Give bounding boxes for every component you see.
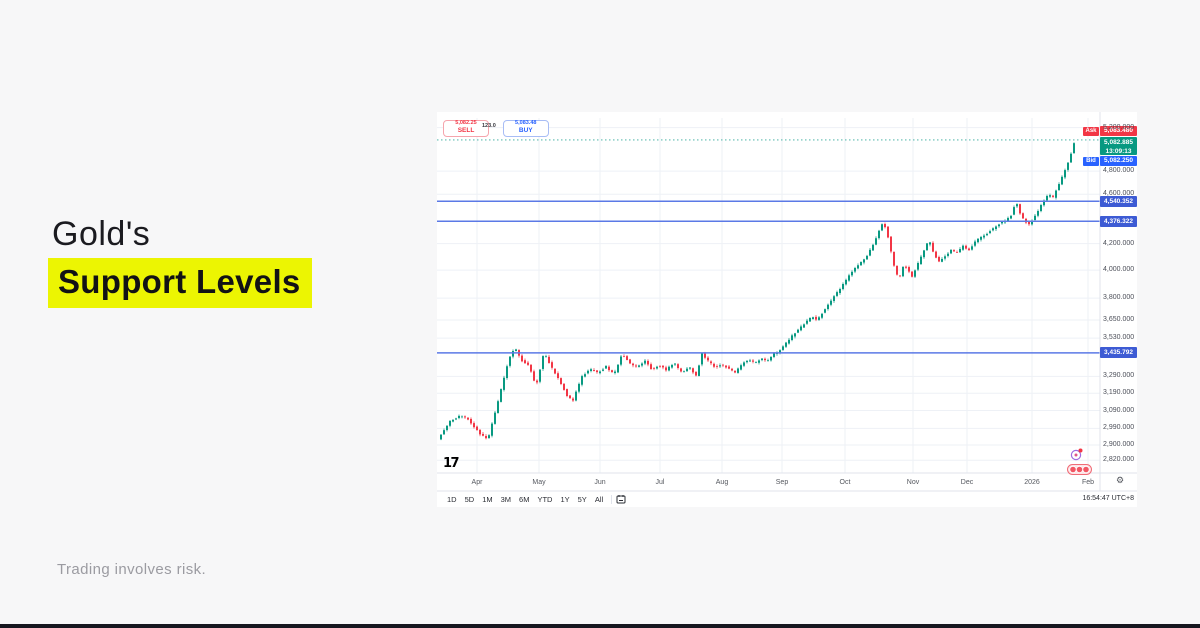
headline: Gold's Support Levels [48,212,312,308]
session-clock: 16:54:47 UTC+8 [1082,495,1134,502]
sell-label: SELL [457,127,475,135]
risk-disclaimer: Trading involves risk. [57,561,207,578]
bar-countdown: 13:09:13 [1105,148,1132,155]
time-axis-label: Nov [906,479,920,486]
trade-widget: 5,082.25 SELL 123.0 5,083.48 BUY [443,119,549,137]
toolbar-divider [611,495,613,504]
range-button-5y[interactable]: 5Y [577,495,587,504]
time-axis-label: Aug [715,479,729,486]
range-button-ytd[interactable]: YTD [537,495,553,504]
reactions-pill[interactable] [1067,462,1092,475]
buy-button[interactable]: 5,083.48 BUY [502,119,549,137]
price-axis-label: 3,800.000 [1103,294,1135,302]
time-axis-label: Sep [775,479,789,486]
trading-chart-card: 5,082.25 SELL 123.0 5,083.48 BUY Ask 5,0… [437,112,1137,507]
support-level-badge-1: 4,540.352 [1100,195,1137,207]
bottom-accent-bar [0,624,1200,628]
support-level-badge-2: 4,376.322 [1100,215,1137,227]
time-axis-label: Jun [594,479,606,486]
price-axis-label: 5,200.000 [1103,123,1135,131]
time-axis-label: May [532,479,546,486]
price-axis-label: 3,650.000 [1103,315,1135,323]
sell-price: 5,082.25 [455,120,477,127]
price-axis-label: 3,530.000 [1103,334,1135,342]
last-price-value: 5,082.885 [1104,139,1133,146]
range-button-1m[interactable]: 1M [482,495,493,504]
price-axis-label: 4,000.000 [1103,266,1135,274]
price-axis-label: 2,820.000 [1103,456,1135,464]
price-axis-label: 4,200.000 [1103,239,1135,247]
ask-price-badge: 5,083.480 [1100,126,1137,136]
price-axis-label: 3,190.000 [1103,389,1135,397]
price-axis-label: 4,800.000 [1103,167,1135,175]
range-button-3m[interactable]: 3M [500,495,512,504]
headline-line-2-highlighted: Support Levels [48,258,312,308]
range-button-all[interactable]: All [594,495,604,504]
ask-tag: Ask [1083,126,1099,136]
compass-icon[interactable] [1070,448,1083,461]
headline-line-1: Gold's [52,215,151,253]
chart-canvas[interactable] [437,112,1137,507]
price-axis-label: 3,090.000 [1103,406,1135,414]
sell-button[interactable]: 5,082.25 SELL [443,119,489,137]
price-axis-label: 4,600.000 [1103,190,1135,198]
price-axis-label: 2,990.000 [1103,424,1135,432]
range-button-5d[interactable]: 5D [464,495,475,504]
price-axis-label: 3,290.000 [1103,372,1135,380]
time-axis-label: Dec [960,479,974,486]
time-axis-label: Feb [1081,479,1095,486]
range-button-1y[interactable]: 1Y [560,495,570,504]
range-button-1d[interactable]: 1D [447,495,457,504]
time-axis-label: 2026 [1024,479,1040,486]
range-button-6m[interactable]: 6M [519,495,530,504]
buy-label: BUY [518,127,533,135]
time-axis-label: Oct [839,479,851,486]
buy-price: 5,083.48 [515,120,537,127]
spread-value: 123.0 [482,123,496,129]
range-toolbar: 1D 5D 1M 3M 6M YTD 1Y 5Y All [443,493,626,506]
tradingview-logo-icon[interactable]: 17 [443,456,460,471]
bid-tag: Bid [1083,156,1099,166]
bid-price-badge: 5,082.250 [1100,156,1137,166]
support-level-badge-3: 3,435.792 [1100,347,1137,359]
go-to-date-icon[interactable] [616,491,626,509]
time-axis-label: Jul [655,479,665,486]
last-price-badge: 5,082.885 13:09:13 [1100,137,1137,155]
time-axis-label: Apr [471,479,483,486]
price-axis-label: 2,900.000 [1103,441,1135,448]
gear-icon[interactable]: ⚙ [1116,475,1125,485]
